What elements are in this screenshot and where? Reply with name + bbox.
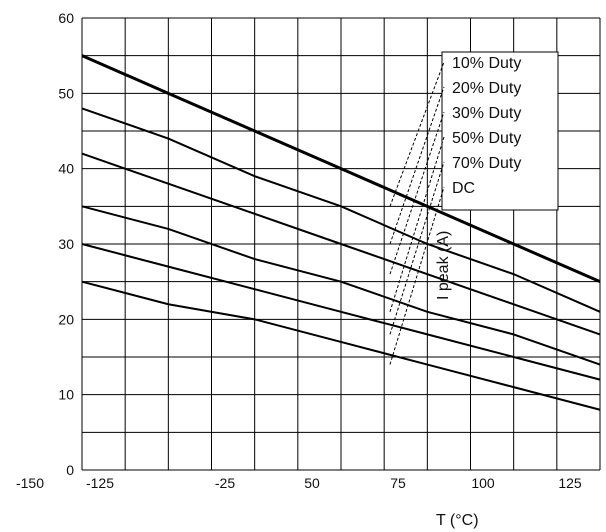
series-line-10-duty [81, 54, 601, 284]
x-tick-labels: -150 -125 -25 50 75 100 125 [16, 475, 582, 491]
x-tick-label: 50 [304, 475, 320, 491]
y-tick-label: 40 [58, 161, 74, 177]
legend-leader [389, 86, 445, 245]
x-tick-label: -25 [215, 475, 235, 491]
series-line-50-duty [81, 205, 601, 366]
legend-entry: 30% Duty [452, 105, 521, 122]
y-tick-label: 60 [58, 10, 74, 26]
series-line-70-duty [81, 243, 601, 381]
y-tick-label: 10 [58, 387, 74, 403]
legend-box [441, 51, 559, 211]
legend: 10% Duty 20% Duty 30% Duty 50% Duty 70% Duty… [389, 51, 559, 365]
legend-entry: DC [452, 180, 475, 197]
series-line-dc [81, 280, 601, 411]
series-lines [81, 54, 601, 411]
x-tick-label: 100 [471, 475, 495, 491]
y-tick-label: 30 [58, 236, 74, 252]
x-tick-label: 75 [390, 475, 406, 491]
legend-leader [389, 186, 445, 365]
y-tick-label: 0 [66, 462, 74, 478]
legend-leader [389, 111, 445, 275]
x-tick-label: -150 [16, 475, 44, 491]
y-tick-label: 20 [58, 311, 74, 327]
series-line-20-duty [81, 107, 601, 313]
legend-entry: 50% Duty [452, 130, 521, 147]
y-tick-label: 50 [58, 85, 74, 101]
legend-leader [389, 136, 445, 312]
x-tick-label: 125 [558, 475, 582, 491]
x-tick-label: -125 [86, 475, 114, 491]
legend-entry: 70% Duty [452, 155, 521, 172]
series-line-30-duty [81, 152, 601, 336]
legend-entry: 20% Duty [452, 80, 521, 97]
legend-leader [389, 61, 445, 207]
y-tick-labels: 0 10 20 30 40 50 60 [58, 10, 74, 478]
y-axis-label: I peak (A) [435, 231, 452, 300]
legend-leader [389, 161, 445, 335]
legend-entry: 10% Duty [452, 55, 521, 72]
x-axis-label: T (°C) [436, 512, 479, 529]
